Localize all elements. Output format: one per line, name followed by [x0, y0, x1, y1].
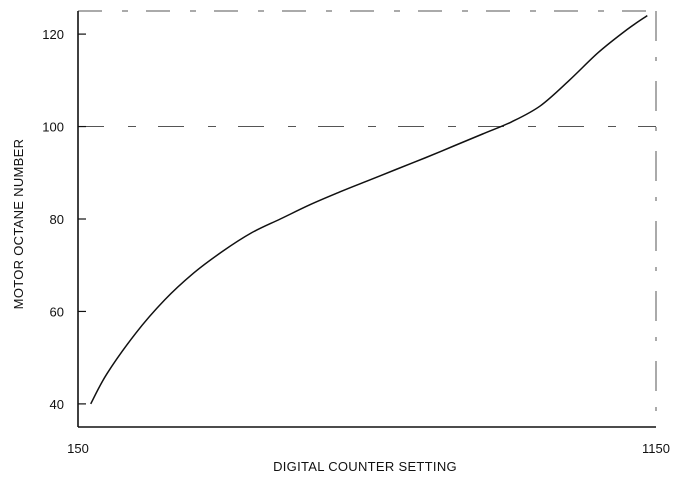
- series: [90, 14, 648, 405]
- y-tick-label: 100: [42, 120, 64, 135]
- dashed-guides: [78, 10, 657, 427]
- ticks: 40 60 80 100 120 150 1150: [42, 27, 670, 456]
- y-tick-label: 80: [50, 212, 64, 227]
- x-axis-title: DIGITAL COUNTER SETTING: [273, 459, 457, 474]
- y-tick-label: 120: [42, 27, 64, 42]
- axes: [77, 11, 656, 428]
- y-tick-label: 40: [50, 397, 64, 412]
- x-tick-label: 150: [67, 441, 89, 456]
- series-line: [90, 14, 648, 405]
- x-tick-label: 1150: [642, 441, 670, 456]
- y-axis-title: MOTOR OCTANE NUMBER: [11, 139, 26, 310]
- y-tick-label: 60: [50, 304, 64, 319]
